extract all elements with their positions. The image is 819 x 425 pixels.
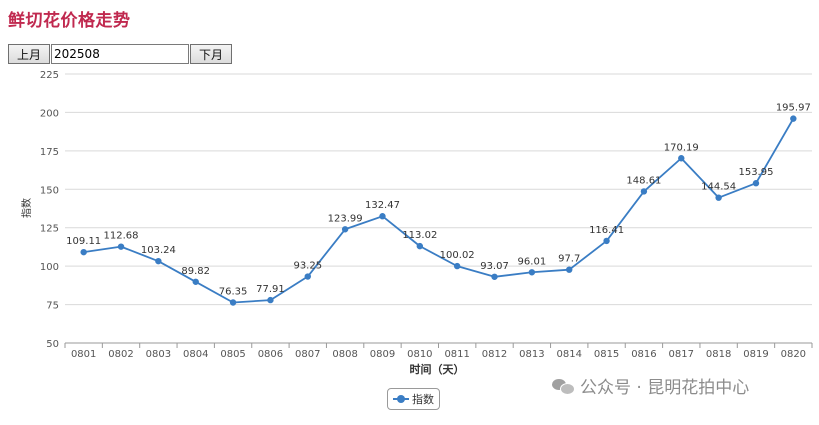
x-axis: 0801 0802 0803 0804 0805 0806 0807 0808 0809 0810… xyxy=(64,342,813,360)
watermark: 公众号 · 昆明花拍中心 xyxy=(552,373,749,398)
x-tick-label: 0804 xyxy=(183,349,208,360)
y-tick-label: 75 xyxy=(46,301,59,312)
data-point xyxy=(528,269,536,276)
month-controls: 上月 下月 xyxy=(8,44,233,64)
data-label: 97.7 xyxy=(558,254,580,265)
x-tick-label: 0807 xyxy=(295,349,320,360)
legend-marker-icon xyxy=(393,394,409,404)
data-point xyxy=(117,243,125,250)
x-tick-label: 0811 xyxy=(444,349,469,360)
data-point xyxy=(341,226,349,233)
legend-label: 指数 xyxy=(412,393,434,406)
x-tick-label: 0816 xyxy=(631,349,656,360)
x-tick-label: 0820 xyxy=(781,349,806,360)
x-tick-label: 0818 xyxy=(706,349,731,360)
data-point xyxy=(304,273,311,280)
data-point xyxy=(80,248,87,256)
y-tick-label: 175 xyxy=(40,147,59,158)
data-label: 100.02 xyxy=(440,250,475,261)
y-tick-label: 225 xyxy=(40,70,59,81)
x-tick-label: 0808 xyxy=(332,349,357,360)
data-label: 113.02 xyxy=(402,230,437,241)
y-axis: 50 75 100 125 150 175 200 225 xyxy=(40,70,59,350)
prev-month-button[interactable]: 上月 xyxy=(8,44,51,64)
data-label: 153.95 xyxy=(738,167,773,178)
x-tick-label: 0812 xyxy=(482,349,507,360)
data-label: 132.47 xyxy=(365,200,400,211)
data-point xyxy=(155,257,162,265)
data-label: 103.24 xyxy=(141,245,176,256)
data-label: 109.11 xyxy=(66,236,101,247)
data-point xyxy=(453,262,461,270)
data-label: 93.25 xyxy=(293,261,322,272)
x-tick-label: 0801 xyxy=(71,349,96,360)
x-tick-label: 0817 xyxy=(669,349,694,360)
y-tick-label: 125 xyxy=(40,224,59,235)
data-label: 76.35 xyxy=(219,286,248,297)
x-tick-label: 0810 xyxy=(407,349,432,360)
data-point xyxy=(192,278,199,285)
data-label: 116.41 xyxy=(589,225,624,236)
x-tick-label: 0803 xyxy=(146,349,171,360)
data-label: 144.54 xyxy=(701,182,736,193)
chart-legend[interactable]: 指数 xyxy=(387,388,440,410)
grid-lines xyxy=(65,73,812,344)
data-point xyxy=(752,180,760,187)
watermark-text: 公众号 · 昆明花拍中心 xyxy=(580,378,750,398)
y-axis-title: 指数 xyxy=(20,198,33,218)
x-tick-label: 0815 xyxy=(594,349,619,360)
data-point xyxy=(678,155,685,162)
data-label: 170.19 xyxy=(664,142,699,153)
y-tick-label: 200 xyxy=(40,108,59,119)
y-tick-label: 150 xyxy=(40,185,59,196)
data-point xyxy=(715,194,722,201)
x-tick-label: 0809 xyxy=(370,349,395,360)
data-label: 123.99 xyxy=(328,213,363,224)
y-tick-label: 100 xyxy=(40,262,59,273)
data-label: 93.07 xyxy=(480,261,509,272)
wechat-icon xyxy=(552,377,575,395)
x-tick-label: 0814 xyxy=(556,349,581,360)
x-tick-label: 0819 xyxy=(743,349,768,360)
data-point xyxy=(416,242,424,250)
data-point xyxy=(491,273,498,280)
data-point xyxy=(267,296,274,304)
data-label: 96.01 xyxy=(518,256,547,267)
data-label: 112.68 xyxy=(104,231,139,242)
x-axis-title: 时间（天） xyxy=(410,362,465,376)
month-input[interactable] xyxy=(51,44,190,64)
x-tick-label: 0806 xyxy=(258,349,283,360)
x-tick-label: 0813 xyxy=(519,349,544,360)
data-point xyxy=(229,299,237,306)
data-point xyxy=(379,213,386,220)
x-tick-label: 0802 xyxy=(108,349,133,360)
x-tick-label: 0805 xyxy=(220,349,245,360)
next-month-button[interactable]: 下月 xyxy=(190,44,233,64)
data-point xyxy=(640,188,648,195)
data-point xyxy=(790,115,797,122)
data-point xyxy=(566,266,573,273)
data-label: 89.82 xyxy=(181,266,210,277)
series-line xyxy=(83,118,795,304)
data-label: 195.97 xyxy=(776,103,811,114)
data-label: 148.61 xyxy=(626,175,661,186)
page-title: 鲜切花价格走势 xyxy=(8,11,131,31)
data-label: 77.91 xyxy=(256,284,285,295)
data-point xyxy=(603,237,610,245)
y-tick-label: 50 xyxy=(46,339,59,350)
